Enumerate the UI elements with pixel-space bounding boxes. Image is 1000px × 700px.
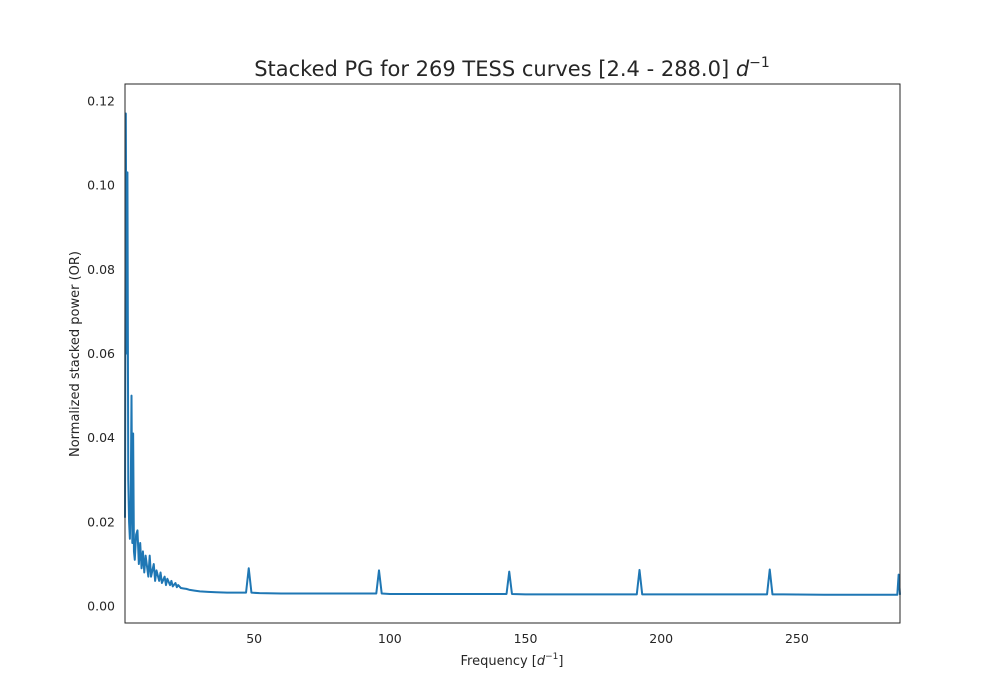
y-tick-labels: 0.00 0.02 0.04 0.06 0.08 0.10 0.12: [87, 93, 115, 613]
y-tick-label: 0.12: [87, 93, 115, 108]
y-tick-label: 0.08: [87, 262, 115, 277]
x-tick-label: 250: [785, 631, 809, 646]
plot-area: [124, 112, 901, 596]
y-tick-label: 0.10: [87, 178, 115, 193]
chart-title: Stacked PG for 269 TESS curves [2.4 - 28…: [254, 55, 770, 81]
axes-frame: [124, 83, 901, 624]
y-tick-label: 0.02: [87, 514, 115, 529]
x-axis-label: Frequency [d−1]: [461, 652, 564, 669]
series-line: [124, 112, 901, 596]
y-tick-label: 0.06: [87, 346, 115, 361]
x-tick-label: 150: [514, 631, 538, 646]
y-tick-label: 0.00: [87, 599, 115, 614]
y-axis-label: Normalized stacked power (OR): [68, 251, 83, 457]
x-tick-label: 100: [378, 631, 402, 646]
x-tick-labels: 50 100 150 200 250: [246, 631, 809, 646]
x-tick-label: 50: [246, 631, 262, 646]
y-tick-label: 0.04: [87, 430, 115, 445]
x-tick-label: 200: [649, 631, 673, 646]
